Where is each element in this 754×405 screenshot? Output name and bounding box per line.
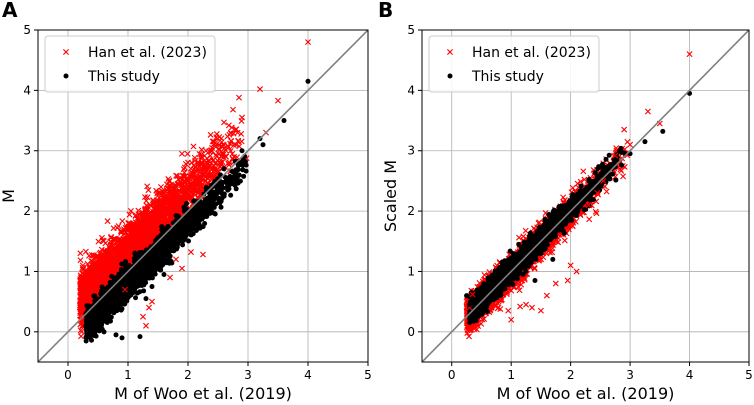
han-point xyxy=(180,166,187,173)
han-point xyxy=(77,257,84,264)
this-study-point xyxy=(229,169,235,175)
panel-letter-a: A xyxy=(2,0,18,22)
this-study-point xyxy=(133,295,139,301)
this-study-point xyxy=(233,186,239,192)
this-study-point xyxy=(109,273,115,279)
this-study-point xyxy=(213,201,219,207)
this-study-point xyxy=(168,258,174,264)
han-point xyxy=(77,250,84,257)
han-point xyxy=(207,131,214,138)
panel-letter-b: B xyxy=(378,0,393,22)
this-study-point xyxy=(221,166,227,172)
han-point xyxy=(104,218,111,225)
han-point xyxy=(238,138,245,145)
han-point xyxy=(126,211,133,218)
han-point xyxy=(233,141,240,148)
this-study-point xyxy=(186,238,192,244)
han-point xyxy=(82,248,89,255)
han-point xyxy=(115,223,122,230)
this-study-point xyxy=(227,173,233,179)
han-point xyxy=(225,122,232,129)
han-point xyxy=(119,218,126,225)
this-study-point xyxy=(119,306,125,312)
han-point xyxy=(190,143,197,150)
han-point xyxy=(236,143,243,150)
plot-area xyxy=(77,39,311,344)
han-point xyxy=(110,225,117,232)
han-point xyxy=(230,142,237,149)
